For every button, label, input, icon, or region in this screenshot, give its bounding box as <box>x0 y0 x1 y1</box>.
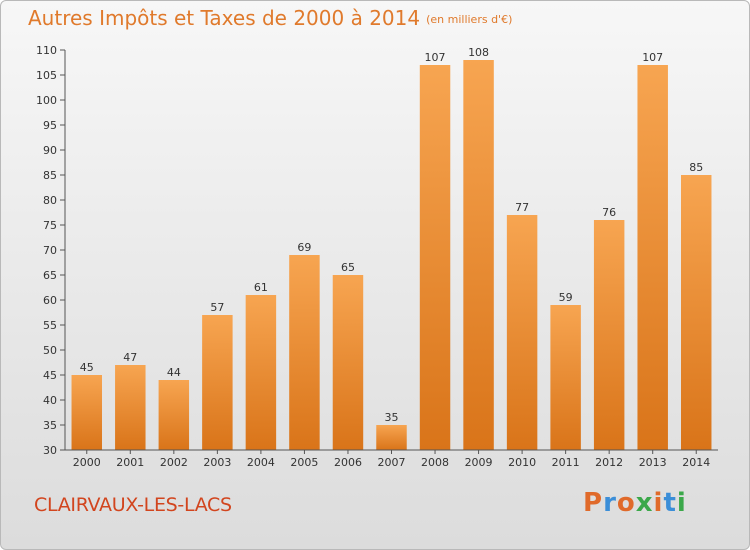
value-label: 107 <box>642 51 663 64</box>
logo-letter: r <box>603 488 617 518</box>
value-label: 85 <box>689 161 703 174</box>
bar <box>419 65 451 450</box>
value-label: 47 <box>123 351 137 364</box>
y-tick-label: 35 <box>43 419 57 432</box>
logo-letter: i <box>653 488 664 518</box>
value-label: 108 <box>468 46 489 59</box>
y-tick-label: 95 <box>43 119 57 132</box>
bars <box>71 60 712 450</box>
x-tick-label: 2013 <box>639 456 667 469</box>
value-label: 57 <box>210 301 224 314</box>
y-tick-label: 65 <box>43 269 57 282</box>
bar <box>245 295 277 450</box>
y-tick-label: 55 <box>43 319 57 332</box>
y-tick-label: 70 <box>43 244 57 257</box>
bar <box>376 425 407 450</box>
proxiti-logo: Proxiti <box>583 488 687 518</box>
value-labels: 45 47 44 57 61 69 65 35 107 108 77 59 76 107 85 <box>80 46 703 424</box>
x-tick-label: 2012 <box>595 456 623 469</box>
x-tick-label: 2009 <box>465 456 493 469</box>
value-label: 76 <box>602 206 616 219</box>
y-tick-label: 110 <box>36 44 57 57</box>
logo-letter: P <box>583 488 604 518</box>
x-tick-label: 2008 <box>421 456 449 469</box>
bar <box>550 305 581 450</box>
bar <box>637 65 668 450</box>
logo-letter: i <box>676 488 687 518</box>
commune-name: CLAIRVAUX-LES-LACS <box>34 494 232 516</box>
y-tick-label: 105 <box>36 69 57 82</box>
x-tick-label: 2001 <box>116 456 144 469</box>
x-tick-label: 2003 <box>203 456 231 469</box>
bar <box>593 220 625 450</box>
y-tick-label: 85 <box>43 169 57 182</box>
bar <box>463 60 494 450</box>
value-label: 59 <box>559 291 573 304</box>
x-tick-label: 2004 <box>247 456 275 469</box>
axes: 30 35 40 45 50 55 60 65 70 75 80 85 90 95 100 105 110 200… <box>36 44 718 469</box>
bar <box>289 255 320 450</box>
logo-letter: t <box>663 488 677 518</box>
y-tick-label: 90 <box>43 144 57 157</box>
x-tick-label: 2014 <box>682 456 710 469</box>
y-tick-label: 75 <box>43 219 57 232</box>
value-label: 61 <box>254 281 268 294</box>
x-tick-label: 2006 <box>334 456 362 469</box>
bar <box>506 215 538 450</box>
logo-letter: x <box>635 488 654 518</box>
y-tick-label: 45 <box>43 369 57 382</box>
x-tick-label: 2002 <box>160 456 188 469</box>
x-tick-label: 2007 <box>378 456 406 469</box>
x-tick-label: 2000 <box>73 456 101 469</box>
value-label: 77 <box>515 201 529 214</box>
bar <box>115 365 146 450</box>
value-label: 107 <box>425 51 446 64</box>
y-tick-label: 100 <box>36 94 57 107</box>
value-label: 69 <box>297 241 311 254</box>
value-label: 44 <box>167 366 181 379</box>
value-label: 65 <box>341 261 355 274</box>
y-tick-label: 50 <box>43 344 57 357</box>
title-text: Autres Impôts et Taxes de 2000 à 2014 <box>28 6 421 30</box>
y-tick-label: 60 <box>43 294 57 307</box>
logo-letter: o <box>616 488 636 518</box>
x-tick-label: 2005 <box>290 456 318 469</box>
bar <box>332 275 364 450</box>
y-tick-label: 40 <box>43 394 57 407</box>
bar <box>71 375 103 450</box>
y-tick-label: 30 <box>43 444 57 457</box>
bar <box>158 380 190 450</box>
bar <box>202 315 233 450</box>
value-label: 45 <box>80 361 94 374</box>
bar <box>680 175 712 450</box>
value-label: 35 <box>385 411 399 424</box>
x-tick-label: 2011 <box>552 456 580 469</box>
chart-title: Autres Impôts et Taxes de 2000 à 2014 (en… <box>28 6 512 30</box>
title-unit: (en milliers d'€) <box>426 13 513 26</box>
x-tick-label: 2010 <box>508 456 536 469</box>
y-tick-label: 80 <box>43 194 57 207</box>
